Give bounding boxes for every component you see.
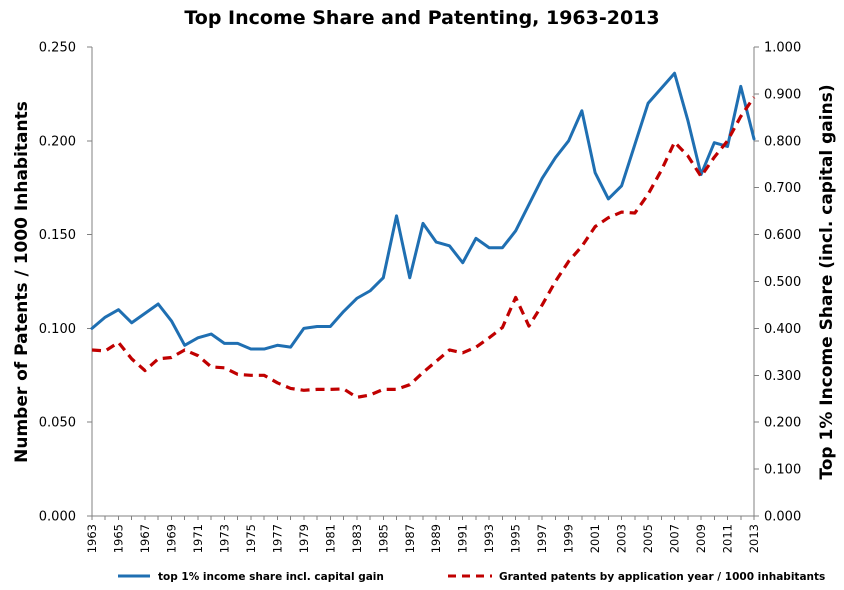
right-tick-label: 0.700 <box>764 181 801 196</box>
x-tick-label: 1985 <box>376 524 390 553</box>
left-y-axis: 0.000 0.050 0.100 0.150 0.200 0.250 <box>39 41 93 525</box>
x-tick-label: 2003 <box>615 524 629 553</box>
left-tick-label: 0.200 <box>39 134 76 149</box>
right-tick-label: 0.100 <box>764 463 801 478</box>
x-tick-label: 1999 <box>562 524 576 553</box>
legend: top 1% income share incl. capital gain Gr… <box>118 571 825 583</box>
x-tick-label: 1981 <box>323 524 337 553</box>
x-tick-label: 1995 <box>509 524 523 553</box>
patents-series-line <box>91 96 756 399</box>
x-tick-label: 1967 <box>138 524 152 553</box>
right-tick-label: 0.200 <box>764 416 801 431</box>
x-tick-label: 2005 <box>641 524 655 553</box>
chart-title: Top Income Share and Patenting, 1963-201… <box>184 7 659 29</box>
left-tick-label: 0.000 <box>39 510 76 525</box>
right-tick-label: 0.800 <box>764 134 801 149</box>
x-tick-label: 2013 <box>747 524 761 553</box>
x-tick-label: 1983 <box>350 524 364 553</box>
series-lines <box>90 71 756 399</box>
legend-label-income-share: top 1% income share incl. capital gain <box>158 571 384 583</box>
x-tick-label: 1965 <box>111 524 125 553</box>
right-y-axis: 0.000 0.100 0.200 0.300 0.400 0.500 0.600 0.700… <box>753 41 801 525</box>
x-tick-label: 1993 <box>482 524 496 553</box>
x-tick-label: 1977 <box>270 524 284 553</box>
x-tick-label: 1997 <box>535 524 549 553</box>
left-tick-label: 0.100 <box>39 322 76 337</box>
right-tick-label: 0.900 <box>764 87 801 102</box>
left-tick-label: 0.250 <box>39 41 76 56</box>
income-share-series-line <box>90 71 756 351</box>
left-tick-label: 0.050 <box>39 416 76 431</box>
left-axis-title: Number of Patents / 1000 Inhabitants <box>12 101 32 463</box>
x-tick-label: 1975 <box>244 524 258 553</box>
x-tick-label: 1987 <box>403 524 417 553</box>
right-tick-label: 0.600 <box>764 228 801 243</box>
x-tick-label: 2001 <box>588 524 602 553</box>
left-tick-label: 0.150 <box>39 228 76 243</box>
x-tick-label: 1963 <box>85 524 99 553</box>
right-tick-label: 0.400 <box>764 322 801 337</box>
right-tick-label: 0.500 <box>764 275 801 290</box>
x-axis: 1963 1965 1967 1969 1971 1973 1975 1977 1979 1981… <box>85 515 761 553</box>
x-tick-label: 1969 <box>164 524 178 553</box>
x-tick-label: 2007 <box>668 524 682 553</box>
legend-label-patents: Granted patents by application year / 10… <box>499 571 825 583</box>
x-tick-label: 1973 <box>217 524 231 553</box>
x-tick-label: 1971 <box>191 524 205 553</box>
x-tick-label: 1991 <box>456 524 470 553</box>
x-tick-label: 2011 <box>721 524 735 553</box>
x-tick-label: 2009 <box>694 524 708 553</box>
right-tick-label: 1.000 <box>764 41 801 56</box>
x-tick-label: 1979 <box>297 524 311 553</box>
x-tick-label: 1989 <box>429 524 443 553</box>
right-tick-label: 0.000 <box>764 510 801 525</box>
right-axis-title: Top 1% Income Share (incl. capital gains… <box>817 84 837 479</box>
right-tick-label: 0.300 <box>764 369 801 384</box>
